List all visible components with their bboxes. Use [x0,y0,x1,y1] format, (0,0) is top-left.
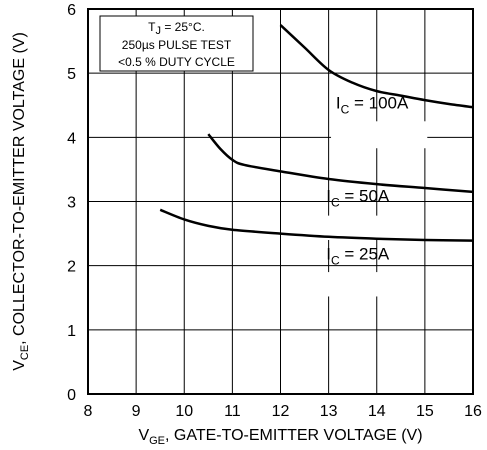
x-tick-label: 13 [320,403,338,420]
x-tick-label: 15 [416,403,434,420]
x-axis-label-symbol: V [138,427,149,444]
x-tick-label: 10 [175,403,193,420]
x-tick-label: 11 [224,403,241,420]
y-axis-label-text: , COLLECTOR-TO-EMITTER VOLTAGE (V) [11,32,28,345]
test-conditions-frame [99,15,254,72]
series-label-subscript: C [331,196,340,210]
test-conditions-line2: 250µs PULSE TEST [122,38,232,52]
tj-value: = 25°C. [161,20,205,34]
y-tick-label: 6 [67,2,76,19]
y-tick-label: 3 [67,195,76,212]
x-tick-label: 12 [272,403,290,420]
grid [88,9,473,394]
x-axis-label-text: , GATE-TO-EMITTER VOLTAGE (V) [165,427,423,444]
series-label-subscript: C [331,253,340,267]
test-conditions-line1: TJ = 25°C. [148,20,205,37]
y-axis-label-subscript: CE [19,345,31,360]
series-label-symbol: I [336,93,341,112]
test-conditions-box: TJ = 25°C. 250µs PULSE TEST <0.5 % DUTY … [99,15,254,72]
x-axis-label: VGE, GATE-TO-EMITTER VOLTAGE (V) [138,427,422,447]
x-tick-label: 8 [84,403,93,420]
plot-frame [87,8,474,395]
tj-symbol: T [148,20,156,34]
y-axis-label-symbol: V [11,360,28,371]
x-axis-label-subscript: GE [149,435,165,447]
y-axis-label: VCE, COLLECTOR-TO-EMITTER VOLTAGE (V) [11,32,31,371]
series-line [159,208,474,242]
series-label-symbol: I [326,187,331,206]
series-label: IC = 50A [326,187,390,210]
series-label-value: = 50A [340,187,390,206]
y-tick-label: 0 [67,387,76,404]
x-tick-label: 9 [132,403,141,420]
series-label-value: = 100A [349,93,409,112]
tj-subscript: J [156,25,162,37]
y-tick-label: 5 [67,66,76,83]
test-conditions-line3: <0.5 % DUTY CYCLE [118,55,235,69]
y-tick-label: 2 [67,259,76,276]
series-label: IC = 100A [336,93,409,116]
x-tick-label: 14 [368,403,386,420]
series-label-symbol: I [326,244,331,263]
series-line [207,133,474,194]
series-label-background [321,272,413,297]
series-label-value: = 25A [340,244,390,263]
series-line [279,24,474,109]
series-label-subscript: C [341,102,350,116]
series-label: IC = 25A [326,244,390,267]
y-tick-label: 4 [67,130,76,147]
series-label-background [331,121,428,149]
y-tick-label: 1 [67,323,76,340]
x-tick-label: 16 [464,403,482,420]
